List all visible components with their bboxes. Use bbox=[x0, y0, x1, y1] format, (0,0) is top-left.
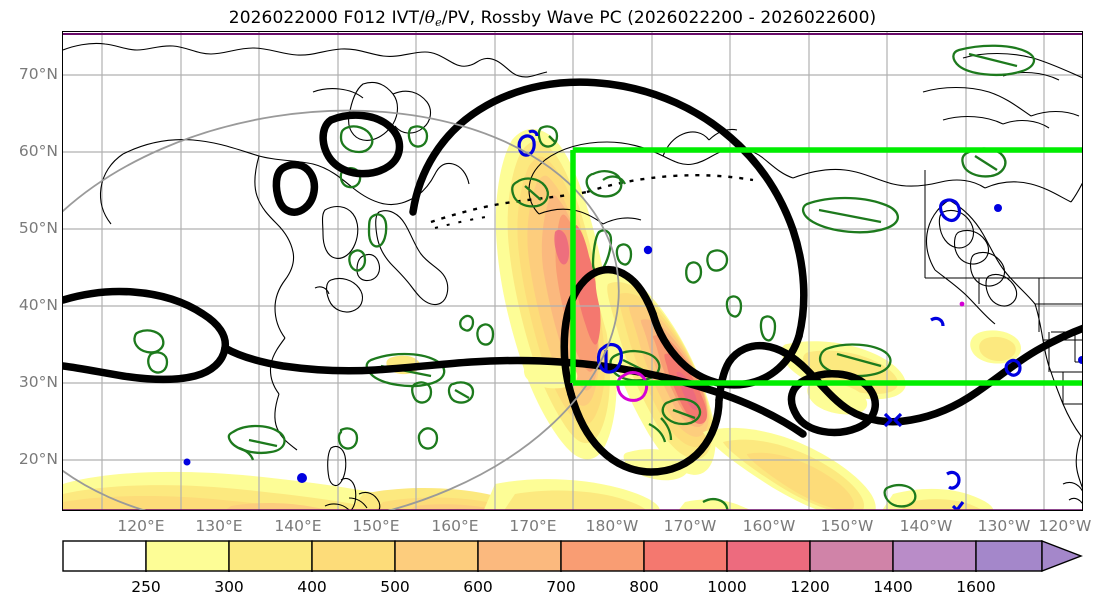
theta-subscript: e bbox=[435, 16, 442, 29]
colorbar-segments bbox=[62, 540, 1083, 572]
colorbar-tick-500: 500 bbox=[380, 578, 410, 596]
theta-symbol: θ bbox=[424, 8, 436, 28]
lat-label-30n: 30°N bbox=[18, 373, 58, 391]
title-fields-post: /PV, Rossby Wave PC bbox=[441, 8, 622, 28]
title-init: 2026022000 bbox=[228, 8, 338, 28]
lon-label-130e: 130°E bbox=[195, 517, 243, 535]
lon-label-160w: 160°W bbox=[742, 517, 796, 535]
title-valid-range: (2026022200 - 2026022600) bbox=[627, 8, 877, 28]
lon-label-140e: 140°E bbox=[274, 517, 322, 535]
title-fhour: F012 bbox=[343, 8, 387, 28]
lat-label-50n: 50°N bbox=[18, 219, 58, 237]
lat-label-60n: 60°N bbox=[18, 142, 58, 160]
lat-label-70n: 70°N bbox=[18, 65, 58, 83]
colorbar-canvas bbox=[62, 540, 1083, 572]
lat-label-40n: 40°N bbox=[18, 296, 58, 314]
map-plot-area[interactable] bbox=[62, 31, 1083, 511]
lon-label-170e: 170°E bbox=[509, 517, 557, 535]
colorbar-tick-800: 800 bbox=[629, 578, 659, 596]
figure-title: 2026022000 F012 IVT/θe/PV, Rossby Wave P… bbox=[0, 8, 1105, 29]
lon-label-180w: 180°W bbox=[585, 517, 639, 535]
colorbar-tick-300: 300 bbox=[214, 578, 244, 596]
lon-label-160e: 160°E bbox=[431, 517, 479, 535]
map-canvas bbox=[63, 32, 1083, 510]
colorbar[interactable] bbox=[62, 540, 1083, 572]
title-fields-pre: IVT/ bbox=[391, 8, 425, 28]
pv-anomaly-markers bbox=[183, 129, 1082, 510]
colorbar-tick-600: 600 bbox=[463, 578, 493, 596]
colorbar-tick-1200: 1200 bbox=[790, 578, 830, 596]
lon-label-120w: 120°W bbox=[1038, 517, 1092, 535]
analysis-ellipse bbox=[63, 109, 620, 510]
lon-label-140w: 140°W bbox=[899, 517, 953, 535]
colorbar-tick-1000: 1000 bbox=[707, 578, 747, 596]
colorbar-tick-400: 400 bbox=[297, 578, 327, 596]
lon-label-120e: 120°E bbox=[117, 517, 165, 535]
colorbar-tick-1400: 1400 bbox=[873, 578, 913, 596]
colorbar-tick-700: 700 bbox=[546, 578, 576, 596]
colorbar-tick-250: 250 bbox=[131, 578, 161, 596]
lat-label-20n: 20°N bbox=[18, 450, 58, 468]
lon-label-170w: 170°W bbox=[663, 517, 717, 535]
lon-label-150w: 150°W bbox=[820, 517, 874, 535]
rossby-wave-pc-box[interactable] bbox=[570, 147, 1083, 386]
colorbar-tick-1600: 1600 bbox=[956, 578, 996, 596]
magenta-point-marker bbox=[959, 301, 965, 307]
lon-label-130w: 130°W bbox=[977, 517, 1031, 535]
lon-label-150e: 150°E bbox=[352, 517, 400, 535]
